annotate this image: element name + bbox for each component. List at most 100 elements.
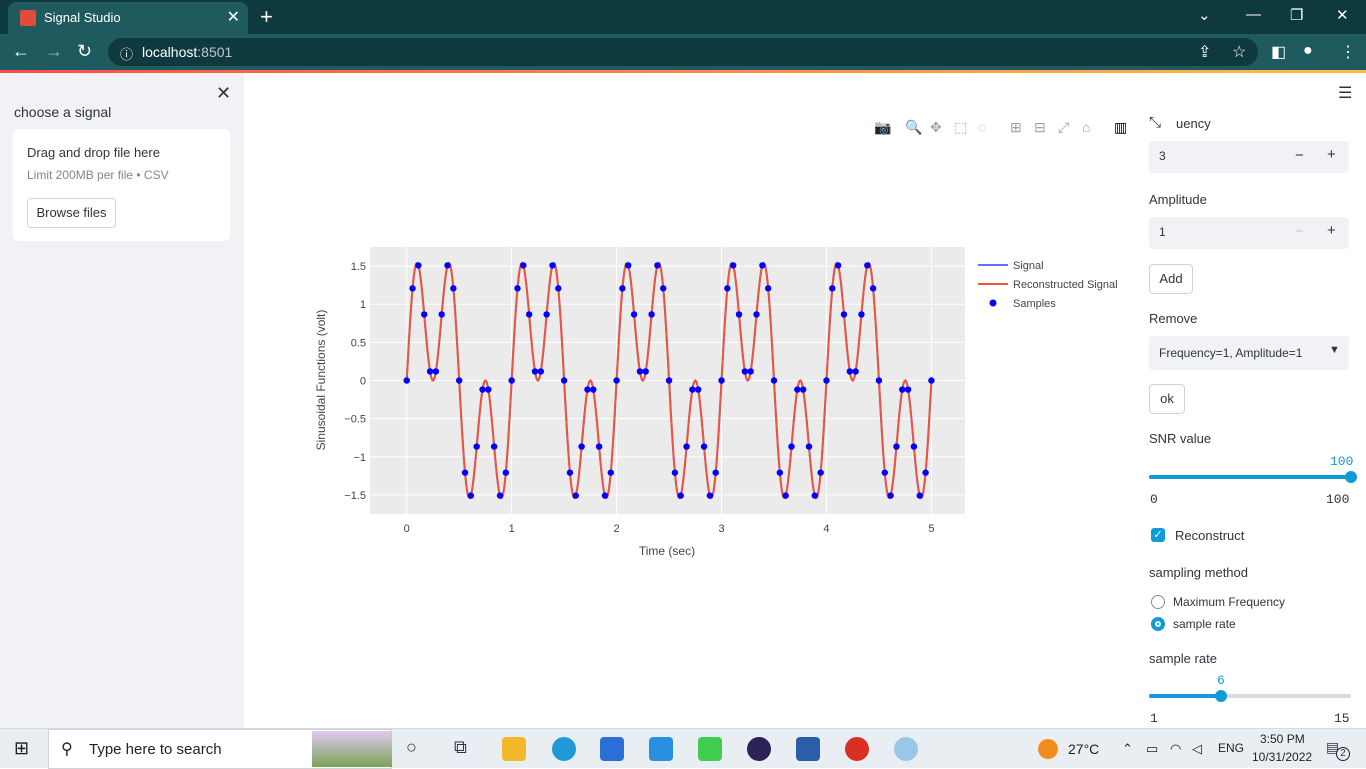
sample-point (881, 469, 888, 476)
uploader-limit-text: Limit 200MB per file • CSV (27, 168, 169, 182)
fullscreen-icon[interactable]: ⤡ (1149, 114, 1162, 131)
snr-slider-thumb[interactable] (1345, 471, 1357, 483)
clock-date[interactable]: 10/31/2022 (1252, 750, 1313, 764)
tab-search-icon[interactable]: ⌄ (1198, 7, 1211, 24)
minimize-button[interactable]: — (1246, 6, 1261, 23)
box-select-icon[interactable]: ⬚ (954, 119, 968, 135)
share-icon[interactable]: ⇪ (1198, 44, 1212, 61)
frequency-input[interactable]: 3 − + (1149, 141, 1349, 173)
remove-select[interactable]: Frequency=1, Amplitude=1 ▼ (1149, 336, 1349, 370)
sample-point (735, 311, 743, 318)
weather-temperature[interactable]: 27°C (1068, 741, 1100, 757)
edge-icon[interactable] (552, 737, 576, 761)
bookmark-star-icon[interactable]: ☆ (1232, 44, 1247, 61)
sample-point (695, 386, 702, 393)
amplitude-decrement-button[interactable]: − (1295, 223, 1304, 240)
reconstruct-checkbox[interactable]: ✓ (1151, 528, 1165, 542)
browser-menu-icon[interactable]: ⋮ (1340, 44, 1356, 61)
sample-point (601, 492, 609, 499)
browser-titlebar: Signal Studio ✕ + ⌄ — ❐ ✕ (0, 0, 1366, 34)
browse-files-button[interactable]: Browse files (27, 198, 116, 228)
sample-rate-slider-thumb[interactable] (1215, 690, 1228, 702)
file-explorer-icon[interactable] (502, 737, 526, 761)
plotly-logo-icon[interactable]: ▥ (1114, 119, 1128, 135)
amplitude-input[interactable]: 1 − + (1149, 217, 1349, 249)
tray-chevron-icon[interactable]: ⌃ (1122, 741, 1133, 756)
zoom-in-icon[interactable]: ⊞ (1010, 119, 1022, 135)
radio-maximum-frequency[interactable] (1151, 595, 1165, 609)
sample-point (426, 368, 434, 375)
radio-sample-rate[interactable] (1151, 617, 1165, 631)
main-menu-icon[interactable]: ☰ (1338, 85, 1353, 102)
pan-icon[interactable]: ✥ (930, 119, 942, 135)
sample-point (543, 311, 550, 318)
zoom-out-icon[interactable]: ⊟ (1034, 119, 1046, 135)
sample-point (520, 262, 527, 269)
close-tab-icon[interactable]: ✕ (226, 9, 240, 26)
amplitude-label: Amplitude (1149, 192, 1207, 207)
paint-icon[interactable] (894, 737, 918, 761)
close-sidebar-icon[interactable]: ✕ (216, 83, 232, 103)
battery-icon[interactable]: ▭ (1146, 741, 1159, 756)
store-icon[interactable] (600, 737, 624, 761)
url-field[interactable]: ⓘ localhost:8501 (108, 38, 1258, 66)
chevron-down-icon: ▼ (1329, 344, 1340, 356)
sample-point (485, 386, 492, 393)
x-tick-label: 5 (928, 523, 934, 535)
browser-tab[interactable]: Signal Studio ✕ (8, 2, 248, 34)
snr-slider[interactable] (1149, 471, 1357, 483)
chrome-icon[interactable] (845, 737, 869, 761)
restore-button[interactable]: ❐ (1290, 7, 1304, 24)
side-panel-icon[interactable]: ◧ (1271, 44, 1287, 61)
reset-axes-icon[interactable]: ⌂ (1082, 119, 1091, 135)
sample-point (799, 386, 807, 393)
snr-current-value: 100 (1330, 454, 1354, 469)
sample-point (490, 443, 498, 450)
forward-button[interactable]: → (45, 41, 63, 61)
tick-labels: 0 1 2 3 4 5 −1.5 −1 −0.5 0 0.5 1 1.5 (344, 261, 934, 535)
sample-point (438, 311, 445, 318)
cortana-icon[interactable]: ○ (406, 737, 417, 757)
notifications-icon[interactable]: ▤ (1326, 739, 1340, 755)
wifi-icon[interactable]: ◠ (1170, 741, 1182, 756)
sample-rate-slider[interactable] (1149, 690, 1351, 702)
volume-icon[interactable]: ◁ (1192, 741, 1202, 756)
reload-button[interactable]: ↻ (77, 41, 93, 61)
site-info-icon[interactable]: ⓘ (120, 47, 134, 62)
eclipse-icon[interactable] (747, 737, 771, 761)
snr-min: 0 (1150, 492, 1158, 507)
language-indicator[interactable]: ENG (1218, 741, 1245, 755)
sample-point (788, 443, 795, 450)
sample-point (893, 443, 900, 450)
frequency-label: uency (1176, 116, 1211, 131)
sample-point (869, 285, 877, 292)
vscode-icon[interactable] (649, 737, 673, 761)
y-tick-label: −0.5 (344, 414, 366, 426)
zoom-icon[interactable]: 🔍 (905, 119, 923, 135)
ok-button[interactable]: ok (1149, 384, 1185, 414)
new-tab-button[interactable]: + (260, 4, 273, 29)
add-button[interactable]: Add (1149, 264, 1193, 294)
clock-time[interactable]: 3:50 PM (1260, 732, 1305, 746)
camera-icon[interactable]: 📷 (874, 119, 892, 135)
frequency-increment-button[interactable]: + (1327, 146, 1336, 163)
back-button[interactable]: ← (12, 41, 30, 61)
sample-point (852, 368, 859, 375)
autoscale-icon[interactable]: ⤢ (1058, 119, 1070, 135)
sample-point (840, 311, 848, 318)
url-text: localhost:8501 (142, 44, 233, 60)
lasso-select-icon[interactable]: ◌ (978, 119, 987, 135)
window-app-icon[interactable] (796, 737, 820, 761)
profile-avatar-icon[interactable]: ● (1303, 42, 1313, 59)
radio-sample-rate-label: sample rate (1173, 617, 1236, 631)
close-window-button[interactable]: ✕ (1336, 7, 1349, 24)
weather-icon[interactable] (1038, 739, 1058, 759)
windows-start-icon[interactable]: ⊞ (14, 738, 30, 758)
task-view-icon[interactable]: ⧉ (454, 737, 467, 757)
sample-point (794, 386, 801, 393)
qt-creator-icon[interactable] (698, 737, 722, 761)
amplitude-increment-button[interactable]: + (1327, 222, 1336, 239)
file-uploader[interactable]: Drag and drop file here Limit 200MB per … (13, 129, 230, 241)
frequency-decrement-button[interactable]: − (1295, 147, 1304, 164)
sample-point (584, 386, 591, 393)
